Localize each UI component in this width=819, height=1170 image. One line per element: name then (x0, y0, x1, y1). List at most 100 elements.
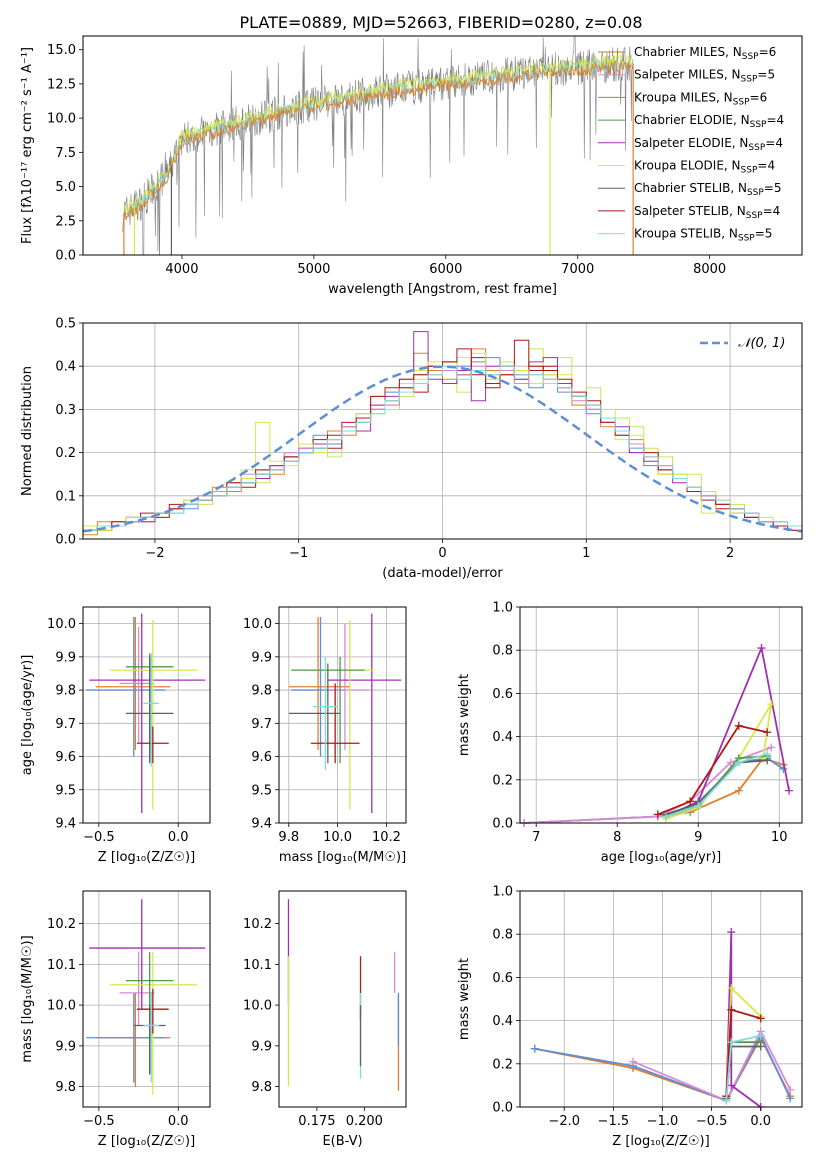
z-vs-weight-ytick-label: 0.8 (492, 928, 513, 943)
z-vs-age-ytick-label: 9.7 (55, 717, 76, 732)
age-vs-weight-point-marker (785, 786, 794, 795)
residuals-ytick-label: 0.1 (55, 489, 76, 504)
age-vs-weight-ytick-label: 0.2 (492, 773, 513, 788)
z-vs-mass-ytick-label: 9.9 (55, 1039, 76, 1054)
residuals-xtick-label: −2 (145, 546, 164, 561)
mass-vs-age-ytick-label: 9.8 (251, 684, 272, 699)
z-vs-age-frame (82, 606, 211, 824)
spectrum-legend-label: Chabrier ELODIE, NSSP=4 (634, 113, 784, 130)
z-vs-age-ytick-label: 9.4 (55, 817, 76, 832)
legend-label-suffix: =4 (757, 159, 775, 173)
z-vs-age-ytick-label: 9.8 (55, 684, 76, 699)
legend-label-suffix: =5 (755, 227, 773, 241)
ebv-vs-mass-ytick-label: 10.0 (243, 999, 272, 1014)
mass-vs-age-ytick-label: 9.6 (251, 750, 272, 765)
age-vs-weight-point-marker (757, 644, 766, 653)
residuals-ytick-label: 0.2 (55, 446, 76, 461)
legend-label-subscript: SSP (747, 188, 764, 198)
z-vs-mass-xlabel: Z [log₁₀(Z/Z☉)] (98, 1134, 195, 1149)
z-vs-mass-frame (82, 890, 211, 1108)
residuals-ytick-label: 0.5 (55, 317, 76, 332)
z-vs-age-xtick-label: −0.5 (83, 830, 115, 845)
z-vs-weight-ytick-label: 0.4 (492, 1014, 513, 1029)
legend-label-subscript: SSP (746, 211, 763, 221)
legend-label-text: Chabrier MILES, N (634, 45, 742, 59)
legend-label-suffix: =4 (763, 204, 781, 218)
z-vs-age-xlabel: Z [log₁₀(Z/Z☉)] (98, 850, 195, 865)
residual-histogram-series (82, 365, 802, 539)
z-vs-weight-xlabel: Z [log₁₀(Z/Z☉)] (612, 1134, 709, 1149)
mass-vs-age-xtick-label: 9.8 (278, 830, 299, 845)
spectrum-ytick-label: 2.5 (55, 214, 76, 229)
age-vs-weight-xlabel: age [log₁₀(age/yr)] (601, 850, 722, 865)
z-vs-age-ylabel: age [log₁₀(age/yr)] (20, 655, 35, 776)
legend-label-text: Salpeter MILES, N (634, 68, 741, 82)
legend-label-subscript: SSP (748, 143, 765, 153)
z-vs-weight-xtick-label: −1.5 (598, 1114, 630, 1129)
z-vs-mass-xtick-label: −0.5 (83, 1114, 115, 1129)
z-vs-weight-ylabel: mass weight (457, 958, 472, 1040)
z-vs-weight-point-marker (727, 928, 736, 937)
mass-vs-age-ytick-label: 9.4 (251, 817, 272, 832)
mass-vs-age-xlabel: mass [log₁₀(M/M☉)] (279, 850, 406, 865)
z-vs-weight-point-marker (530, 1044, 539, 1053)
legend-label-subscript: SSP (741, 75, 758, 85)
ebv-vs-mass-xtick-label: 0.175 (298, 1114, 335, 1129)
legend-label-suffix: =5 (757, 68, 775, 82)
spectrum-legend-label: Salpeter MILES, NSSP=5 (634, 68, 775, 85)
z-vs-age-ytick-label: 9.6 (55, 750, 76, 765)
legend-label-text: Salpeter STELIB, N (634, 204, 746, 218)
ebv-vs-mass-frame (278, 890, 407, 1108)
residuals-ytick-label: 0.3 (55, 403, 76, 418)
legend-label-text: Kroupa MILES, N (634, 90, 733, 104)
legend-label-text: Salpeter ELODIE, N (634, 136, 748, 150)
z-vs-weight-xtick-label: −2.0 (548, 1114, 580, 1129)
z-vs-weight-point-marker (756, 1014, 765, 1023)
ebv-vs-mass-ytick-label: 9.9 (251, 1039, 272, 1054)
mass-vs-age-xtick-label: 10.0 (323, 830, 352, 845)
spectrum-data-line (122, 36, 634, 255)
ebv-vs-mass-xlabel: E(B-V) (322, 1134, 362, 1149)
z-vs-age-xtick-label: 0.0 (168, 830, 189, 845)
spectrum-xtick-label: 5000 (297, 262, 330, 277)
z-vs-weight-xtick-label: −0.5 (696, 1114, 728, 1129)
mass-vs-age-ytick-label: 9.9 (251, 650, 272, 665)
z-vs-mass-ytick-label: 10.2 (47, 917, 76, 932)
mass-vs-age-ytick-label: 10.0 (243, 617, 272, 632)
spectrum-legend-label: Kroupa ELODIE, NSSP=4 (634, 159, 775, 176)
z-vs-weight-ytick-label: 1.0 (492, 885, 513, 900)
legend-label-text: Kroupa ELODIE, N (634, 159, 741, 173)
age-vs-weight-point-marker (767, 743, 776, 752)
spectrum-xtick-label: 4000 (165, 262, 198, 277)
z-vs-weight-point-marker (786, 1085, 795, 1094)
residuals-ytick-label: 0.0 (55, 533, 76, 548)
age-vs-weight-ytick-label: 0.8 (492, 644, 513, 659)
ebv-vs-mass-ytick-label: 10.2 (243, 917, 272, 932)
age-vs-weight-series-line (665, 753, 768, 818)
residuals-xtick-label: 1 (582, 546, 590, 561)
age-vs-weight-ytick-label: 0.6 (492, 687, 513, 702)
spectrum-ytick-label: 5.0 (55, 180, 76, 195)
spectrum-xtick-label: 8000 (693, 262, 726, 277)
age-vs-weight-point-marker (767, 700, 776, 709)
legend-label-suffix: =4 (765, 136, 783, 150)
legend-label-subscript: SSP (742, 52, 759, 62)
mass-vs-age-ytick-label: 9.7 (251, 717, 272, 732)
spectrum-legend-label: Kroupa MILES, NSSP=6 (634, 90, 767, 107)
z-vs-weight-point-marker (727, 1038, 736, 1047)
ebv-vs-mass-ytick-label: 10.1 (243, 958, 272, 973)
legend-label-subscript: SSP (741, 166, 758, 176)
age-vs-weight-series-line (524, 757, 784, 824)
age-vs-weight-point-marker (763, 728, 772, 737)
age-vs-weight-point-marker (661, 812, 670, 821)
z-vs-weight-xtick-label: −1.0 (647, 1114, 679, 1129)
spectrum-ytick-label: 10.0 (47, 112, 76, 127)
z-vs-weight-point-marker (786, 1094, 795, 1103)
age-vs-weight-ytick-label: 0.4 (492, 730, 513, 745)
spectrum-ytick-label: 12.5 (47, 77, 76, 92)
spectrum-ytick-label: 15.0 (47, 43, 76, 58)
legend-label-subscript: SSP (733, 97, 750, 107)
z-vs-weight-ytick-label: 0.2 (492, 1057, 513, 1072)
z-vs-mass-ytick-label: 9.8 (55, 1080, 76, 1095)
mass-vs-age-xtick-label: 10.2 (372, 830, 401, 845)
